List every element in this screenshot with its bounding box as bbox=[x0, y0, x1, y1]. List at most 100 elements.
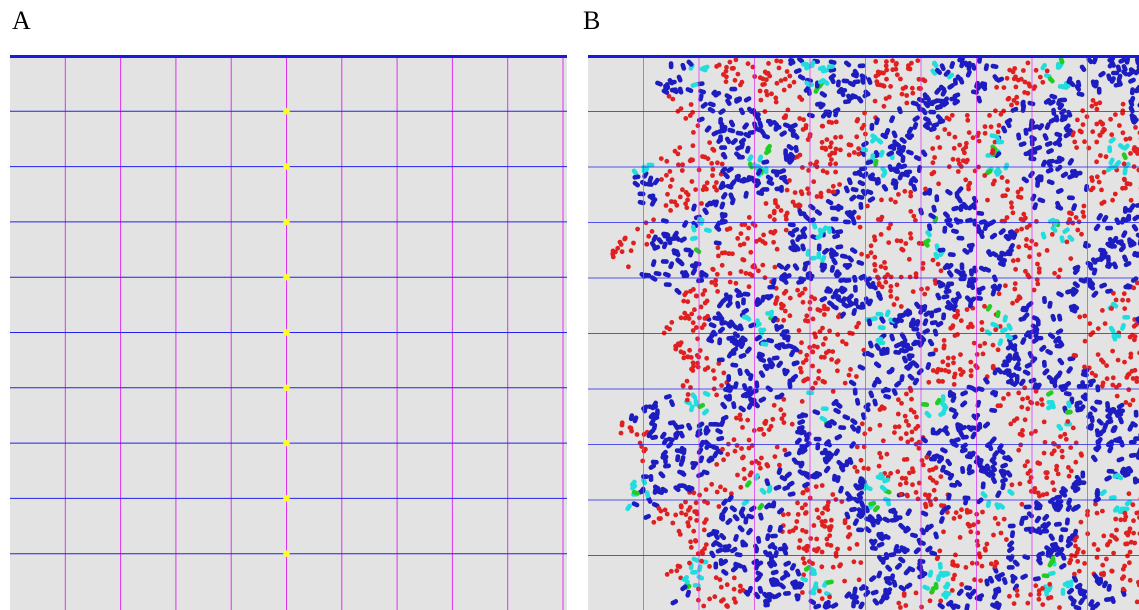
agent-particle-red bbox=[1033, 67, 1039, 73]
agent-particle-red bbox=[748, 249, 754, 255]
agent-particle-cyan bbox=[943, 591, 950, 600]
agent-particle-blue bbox=[1110, 596, 1116, 604]
agent-particle-red bbox=[687, 505, 693, 510]
agent-particle-cyan bbox=[820, 406, 829, 412]
agent-particle-red bbox=[913, 490, 919, 495]
agent-particle-blue bbox=[716, 311, 723, 319]
agent-particle-red bbox=[669, 177, 675, 183]
agent-particle-blue bbox=[966, 464, 973, 472]
agent-particle-cyan bbox=[882, 477, 891, 484]
agent-particle-blue bbox=[1080, 380, 1086, 389]
agent-particle-blue bbox=[889, 115, 896, 124]
agent-particle-red bbox=[615, 245, 621, 251]
agent-particle-red bbox=[990, 342, 996, 348]
agent-particle-red bbox=[930, 368, 936, 373]
agent-particle-blue bbox=[1055, 164, 1063, 172]
agent-particle-blue bbox=[706, 455, 714, 463]
agent-particle-blue bbox=[1059, 563, 1067, 570]
agent-particle-blue bbox=[1063, 391, 1072, 397]
agent-particle-red bbox=[843, 341, 849, 347]
agent-particle-cyan bbox=[689, 235, 698, 242]
agent-particle-red bbox=[1082, 338, 1088, 344]
agent-particle-red bbox=[854, 134, 860, 140]
agent-particle-blue bbox=[742, 122, 749, 130]
agent-particle-blue bbox=[1046, 148, 1054, 155]
agent-particle-blue bbox=[1124, 56, 1131, 65]
agent-particle-red bbox=[976, 551, 982, 557]
agent-particle-red bbox=[1052, 270, 1057, 276]
agent-particle-red bbox=[903, 84, 909, 90]
agent-particle-blue bbox=[952, 411, 959, 420]
agent-particle-red bbox=[898, 491, 904, 497]
agent-particle-red bbox=[899, 475, 905, 481]
agent-particle-blue bbox=[986, 249, 993, 257]
agent-particle-red bbox=[677, 145, 683, 150]
panel-a-label: A bbox=[12, 6, 31, 35]
agent-particle-cyan bbox=[800, 576, 809, 583]
agent-particle-red bbox=[953, 552, 958, 558]
agent-particle-blue bbox=[990, 288, 997, 297]
agent-particle-red bbox=[723, 79, 729, 85]
agent-particle-red bbox=[787, 73, 793, 79]
agent-particle-red bbox=[814, 536, 820, 542]
agent-particle-blue bbox=[906, 353, 915, 359]
agent-particle-blue bbox=[737, 368, 743, 376]
agent-particle-red bbox=[821, 312, 827, 317]
agent-particle-red bbox=[1113, 297, 1119, 303]
agent-particle-red bbox=[800, 290, 805, 296]
agent-particle-blue bbox=[713, 561, 719, 570]
agent-particle-red bbox=[673, 512, 679, 518]
agent-particle-blue bbox=[845, 262, 853, 270]
agent-particle-blue bbox=[715, 547, 724, 554]
agent-particle-red bbox=[741, 466, 747, 472]
agent-particle-red bbox=[968, 321, 974, 327]
agent-particle-red bbox=[674, 202, 680, 208]
agent-particle-blue bbox=[857, 511, 863, 519]
agent-particle-red bbox=[778, 301, 784, 307]
agent-particle-blue bbox=[698, 88, 707, 95]
agent-particle-red bbox=[881, 103, 887, 109]
agent-particle-red bbox=[937, 548, 943, 554]
agent-particle-blue bbox=[852, 518, 860, 526]
agent-particle-blue bbox=[934, 98, 943, 104]
agent-particle-blue bbox=[668, 61, 674, 70]
agent-particle-red bbox=[1120, 566, 1126, 572]
agent-particle-blue bbox=[782, 590, 792, 596]
agent-particle-red bbox=[924, 454, 930, 460]
agent-particle-red bbox=[1130, 502, 1136, 508]
agent-particle-red bbox=[799, 505, 805, 511]
agent-particle-blue bbox=[787, 480, 795, 488]
agent-particle-red bbox=[714, 489, 720, 495]
agent-particle-blue bbox=[998, 228, 1006, 236]
agent-particle-green bbox=[872, 505, 880, 513]
agent-particle-blue bbox=[848, 379, 857, 387]
agent-particle-blue bbox=[741, 297, 746, 306]
agent-particle-red bbox=[894, 72, 900, 78]
agent-particle-blue bbox=[771, 277, 777, 286]
agent-particle-blue bbox=[782, 177, 790, 185]
agent-particle-red bbox=[758, 97, 764, 103]
agent-particle-red bbox=[725, 604, 730, 609]
agent-particle-blue bbox=[938, 516, 945, 524]
agent-particle-red bbox=[787, 313, 793, 319]
agent-particle-blue bbox=[943, 69, 951, 77]
agent-particle-red bbox=[781, 420, 787, 425]
agent-particle-red bbox=[1071, 352, 1077, 358]
agent-particle-blue bbox=[799, 443, 808, 450]
agent-particle-blue bbox=[1007, 546, 1015, 553]
agent-particle-blue bbox=[966, 63, 972, 72]
agent-particle-blue bbox=[681, 273, 690, 279]
agent-particle-blue bbox=[795, 429, 804, 435]
agent-particle-cyan bbox=[922, 584, 931, 591]
agent-particle-green bbox=[631, 489, 640, 496]
agent-particle-blue bbox=[1102, 580, 1108, 589]
agent-particle-green bbox=[933, 581, 939, 591]
agent-particle-blue bbox=[964, 585, 973, 591]
agent-particle-blue bbox=[1132, 214, 1139, 222]
agent-particle-blue bbox=[1053, 336, 1061, 344]
agent-particle-blue bbox=[916, 368, 924, 376]
agent-particle-blue bbox=[824, 423, 833, 429]
agent-particle-red bbox=[997, 324, 1003, 329]
agent-particle-blue bbox=[1036, 527, 1043, 536]
agent-particle-red bbox=[610, 248, 616, 254]
